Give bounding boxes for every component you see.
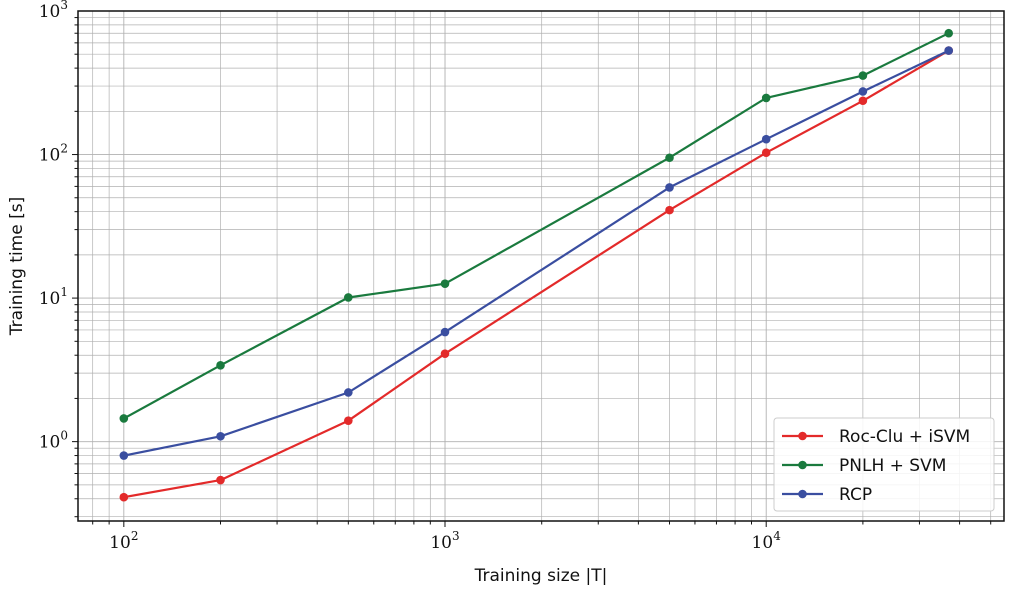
data-point [858, 96, 868, 106]
data-point [440, 279, 450, 288]
x-axis-label: Training size |T| [474, 566, 608, 586]
series-line [123, 32, 950, 420]
data-point [858, 87, 868, 96]
data-point [944, 46, 954, 55]
data-point [665, 205, 674, 215]
data-point [216, 361, 225, 370]
data-point [761, 93, 771, 103]
data-point [665, 153, 674, 163]
data-point [344, 293, 353, 302]
x-tick-label: 102 [109, 529, 138, 553]
data-point [216, 475, 225, 485]
y-axis-label: Training time [s] [7, 197, 27, 336]
y-tick-label: 103 [39, 0, 68, 22]
data-point [858, 71, 868, 80]
data-point [344, 416, 353, 425]
series-lines [119, 28, 954, 502]
data-point [761, 134, 771, 144]
data-point [440, 327, 450, 337]
data-point [119, 492, 129, 502]
legend-label: RCP [839, 485, 872, 505]
x-tick-label: 104 [752, 529, 782, 553]
data-point [944, 28, 954, 38]
data-point [440, 349, 450, 358]
y-tick-label: 102 [39, 142, 68, 166]
axis-ticks [72, 17, 992, 527]
data-point [344, 388, 353, 397]
y-tick-label: 101 [39, 285, 68, 309]
data-point [665, 183, 674, 192]
legend-swatch-marker [798, 489, 807, 499]
series-line [123, 49, 950, 457]
legend-box [773, 417, 995, 512]
legend: Roc-Clu + iSVM PNLH + SVM RCP [773, 417, 995, 512]
x-tick-label: 103 [430, 529, 459, 553]
data-point [119, 414, 129, 423]
plot-frame [77, 10, 1005, 522]
data-point [216, 431, 225, 441]
legend-swatch-marker [798, 431, 807, 441]
y-tick-label: 100 [39, 429, 68, 453]
grid [78, 11, 1004, 521]
legend-label: PNLH + SVM [839, 456, 946, 476]
tick-labels: 102 103 104 100 101 102 103 [39, 0, 781, 553]
data-point [119, 451, 129, 460]
legend-swatch-marker [798, 460, 807, 470]
legend-label: Roc-Clu + iSVM [839, 427, 970, 447]
data-point [761, 148, 771, 158]
series-line [123, 49, 950, 499]
